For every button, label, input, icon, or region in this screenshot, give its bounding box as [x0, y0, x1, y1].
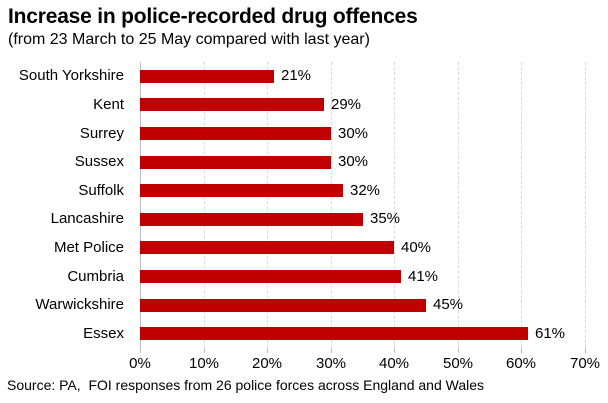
x-tick-mark — [394, 348, 395, 353]
bar-value-label: 40% — [401, 239, 432, 256]
bar-value-label: 41% — [408, 268, 439, 285]
bar — [140, 327, 528, 340]
x-tick-mark — [267, 348, 268, 353]
bar-value-label: 35% — [370, 210, 401, 227]
category-label: Sussex — [74, 153, 124, 170]
x-tick-label: 40% — [378, 355, 410, 372]
bar — [140, 184, 343, 197]
bar — [140, 299, 426, 312]
x-tick-label: 20% — [251, 355, 283, 372]
bar-value-label: 30% — [338, 125, 369, 142]
x-tick-label: 10% — [188, 355, 220, 372]
bar-value-label: 32% — [350, 182, 381, 199]
category-label: Lancashire — [50, 210, 124, 227]
x-tick-mark — [331, 348, 332, 353]
category-label: Kent — [93, 96, 124, 113]
x-tick-mark — [585, 348, 586, 353]
bar — [140, 213, 363, 226]
category-label: Suffolk — [78, 182, 124, 199]
bar — [140, 98, 324, 111]
category-label: Surrey — [79, 125, 124, 142]
bar — [140, 127, 331, 140]
category-label: Essex — [83, 325, 124, 342]
category-label: Warwickshire — [35, 296, 124, 313]
y-axis-line — [140, 62, 141, 353]
category-label: Cumbria — [67, 268, 124, 285]
gridline — [204, 62, 205, 348]
x-tick-label: 70% — [569, 355, 601, 372]
bar-value-label: 29% — [331, 96, 362, 113]
bar — [140, 270, 401, 283]
chart-subtitle: (from 23 March to 25 May compared with l… — [8, 31, 370, 48]
x-tick-label: 30% — [315, 355, 347, 372]
gridline — [521, 62, 522, 348]
x-tick-label: 50% — [442, 355, 474, 372]
chart-title: Increase in police-recorded drug offence… — [8, 5, 418, 28]
x-tick-mark — [458, 348, 459, 353]
bar — [140, 156, 331, 169]
x-tick-mark — [204, 348, 205, 353]
bar — [140, 241, 394, 254]
x-tick-label: 0% — [129, 355, 151, 372]
category-label: Met Police — [53, 239, 124, 256]
gridline — [267, 62, 268, 348]
gridline — [458, 62, 459, 348]
bar-value-label: 30% — [338, 153, 369, 170]
source-note: Source: PA, FOI responses from 26 police… — [7, 377, 484, 393]
x-tick-mark — [521, 348, 522, 353]
gridline — [394, 62, 395, 348]
category-label: South Yorkshire — [18, 67, 124, 84]
bar-value-label: 61% — [535, 325, 566, 342]
gridline — [585, 62, 586, 348]
x-tick-label: 60% — [505, 355, 537, 372]
bar — [140, 70, 274, 83]
gridline — [331, 62, 332, 348]
bar-value-label: 45% — [433, 296, 464, 313]
plot-area: 21% 29% 30% 30% 32% 35% 40% 41% 45% 61% — [140, 62, 586, 353]
bar-value-label: 21% — [281, 67, 312, 84]
